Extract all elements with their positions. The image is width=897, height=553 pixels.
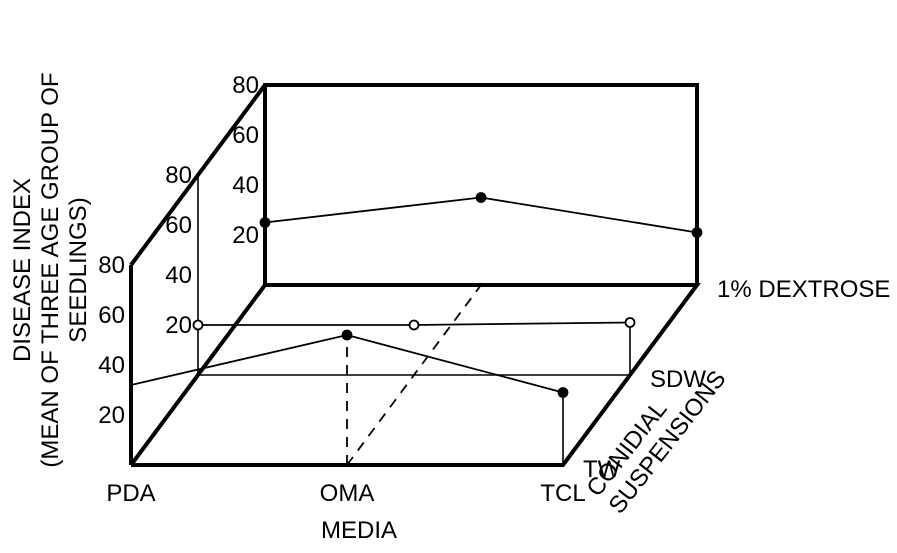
point-1-dextrose-oma xyxy=(475,192,487,203)
depth-label-sdw: SDW xyxy=(650,366,706,393)
point-tw-oma xyxy=(341,329,353,341)
y-tick-1-dextrose-40: 40 xyxy=(232,172,259,199)
y-tick-tw-20: 20 xyxy=(98,402,125,429)
y-tick-1-dextrose-80: 80 xyxy=(232,72,259,99)
depth-label-tw: TW xyxy=(583,456,621,483)
point-sdw-pda xyxy=(192,319,204,331)
point-1-dextrose-pda xyxy=(259,217,271,228)
point-sdw-oma xyxy=(408,319,420,331)
x-tick-tcl: TCL xyxy=(540,480,585,507)
y-tick-1-dextrose-60: 60 xyxy=(232,122,259,149)
y-tick-sdw-60: 60 xyxy=(165,212,192,239)
x-axis-title: MEDIA xyxy=(321,517,397,544)
x-tick-oma: OMA xyxy=(320,480,375,507)
series-lines xyxy=(130,192,703,398)
y-tick-sdw-80: 80 xyxy=(165,162,192,189)
y-tick-tw-60: 60 xyxy=(98,302,125,329)
depth-label-1-dextrose: 1% DEXTROSE xyxy=(717,276,890,303)
y-tick-tw-80: 80 xyxy=(98,252,125,279)
x-tick-pda: PDA xyxy=(106,480,155,507)
y-tick-labels: 20 40 60 80 20 40 60 80 20 40 60 80 xyxy=(98,72,259,429)
y-tick-1-dextrose-20: 20 xyxy=(232,222,259,249)
y-axis-title-line-3: SEEDLINGS) xyxy=(65,197,92,342)
y-axis-title-line-2: (MEAN OF THREE AGE GROUP OF xyxy=(37,72,64,467)
y-tick-tw-40: 40 xyxy=(98,352,125,379)
oma-dashed-depth xyxy=(346,284,482,466)
y-axis-title: DISEASE INDEX (MEAN OF THREE AGE GROUP OF… xyxy=(9,72,92,467)
y-tick-sdw-20: 20 xyxy=(165,312,192,339)
point-tw-tcl xyxy=(557,387,569,398)
back-wall-outline xyxy=(263,83,699,285)
point-1-dextrose-tcl xyxy=(691,227,703,238)
y-tick-sdw-40: 40 xyxy=(165,262,192,289)
y-axis-title-line-1: DISEASE INDEX xyxy=(9,178,36,362)
chart-frame xyxy=(129,83,701,467)
point-sdw-tcl xyxy=(624,317,636,328)
